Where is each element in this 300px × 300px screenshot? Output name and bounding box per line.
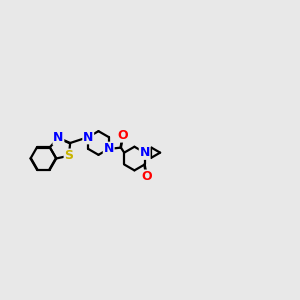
Text: S: S	[64, 149, 73, 162]
Text: N: N	[140, 146, 150, 159]
Text: N: N	[103, 142, 114, 155]
Text: O: O	[141, 170, 152, 183]
Text: N: N	[53, 131, 64, 144]
Text: O: O	[118, 129, 128, 142]
Text: N: N	[83, 130, 93, 144]
